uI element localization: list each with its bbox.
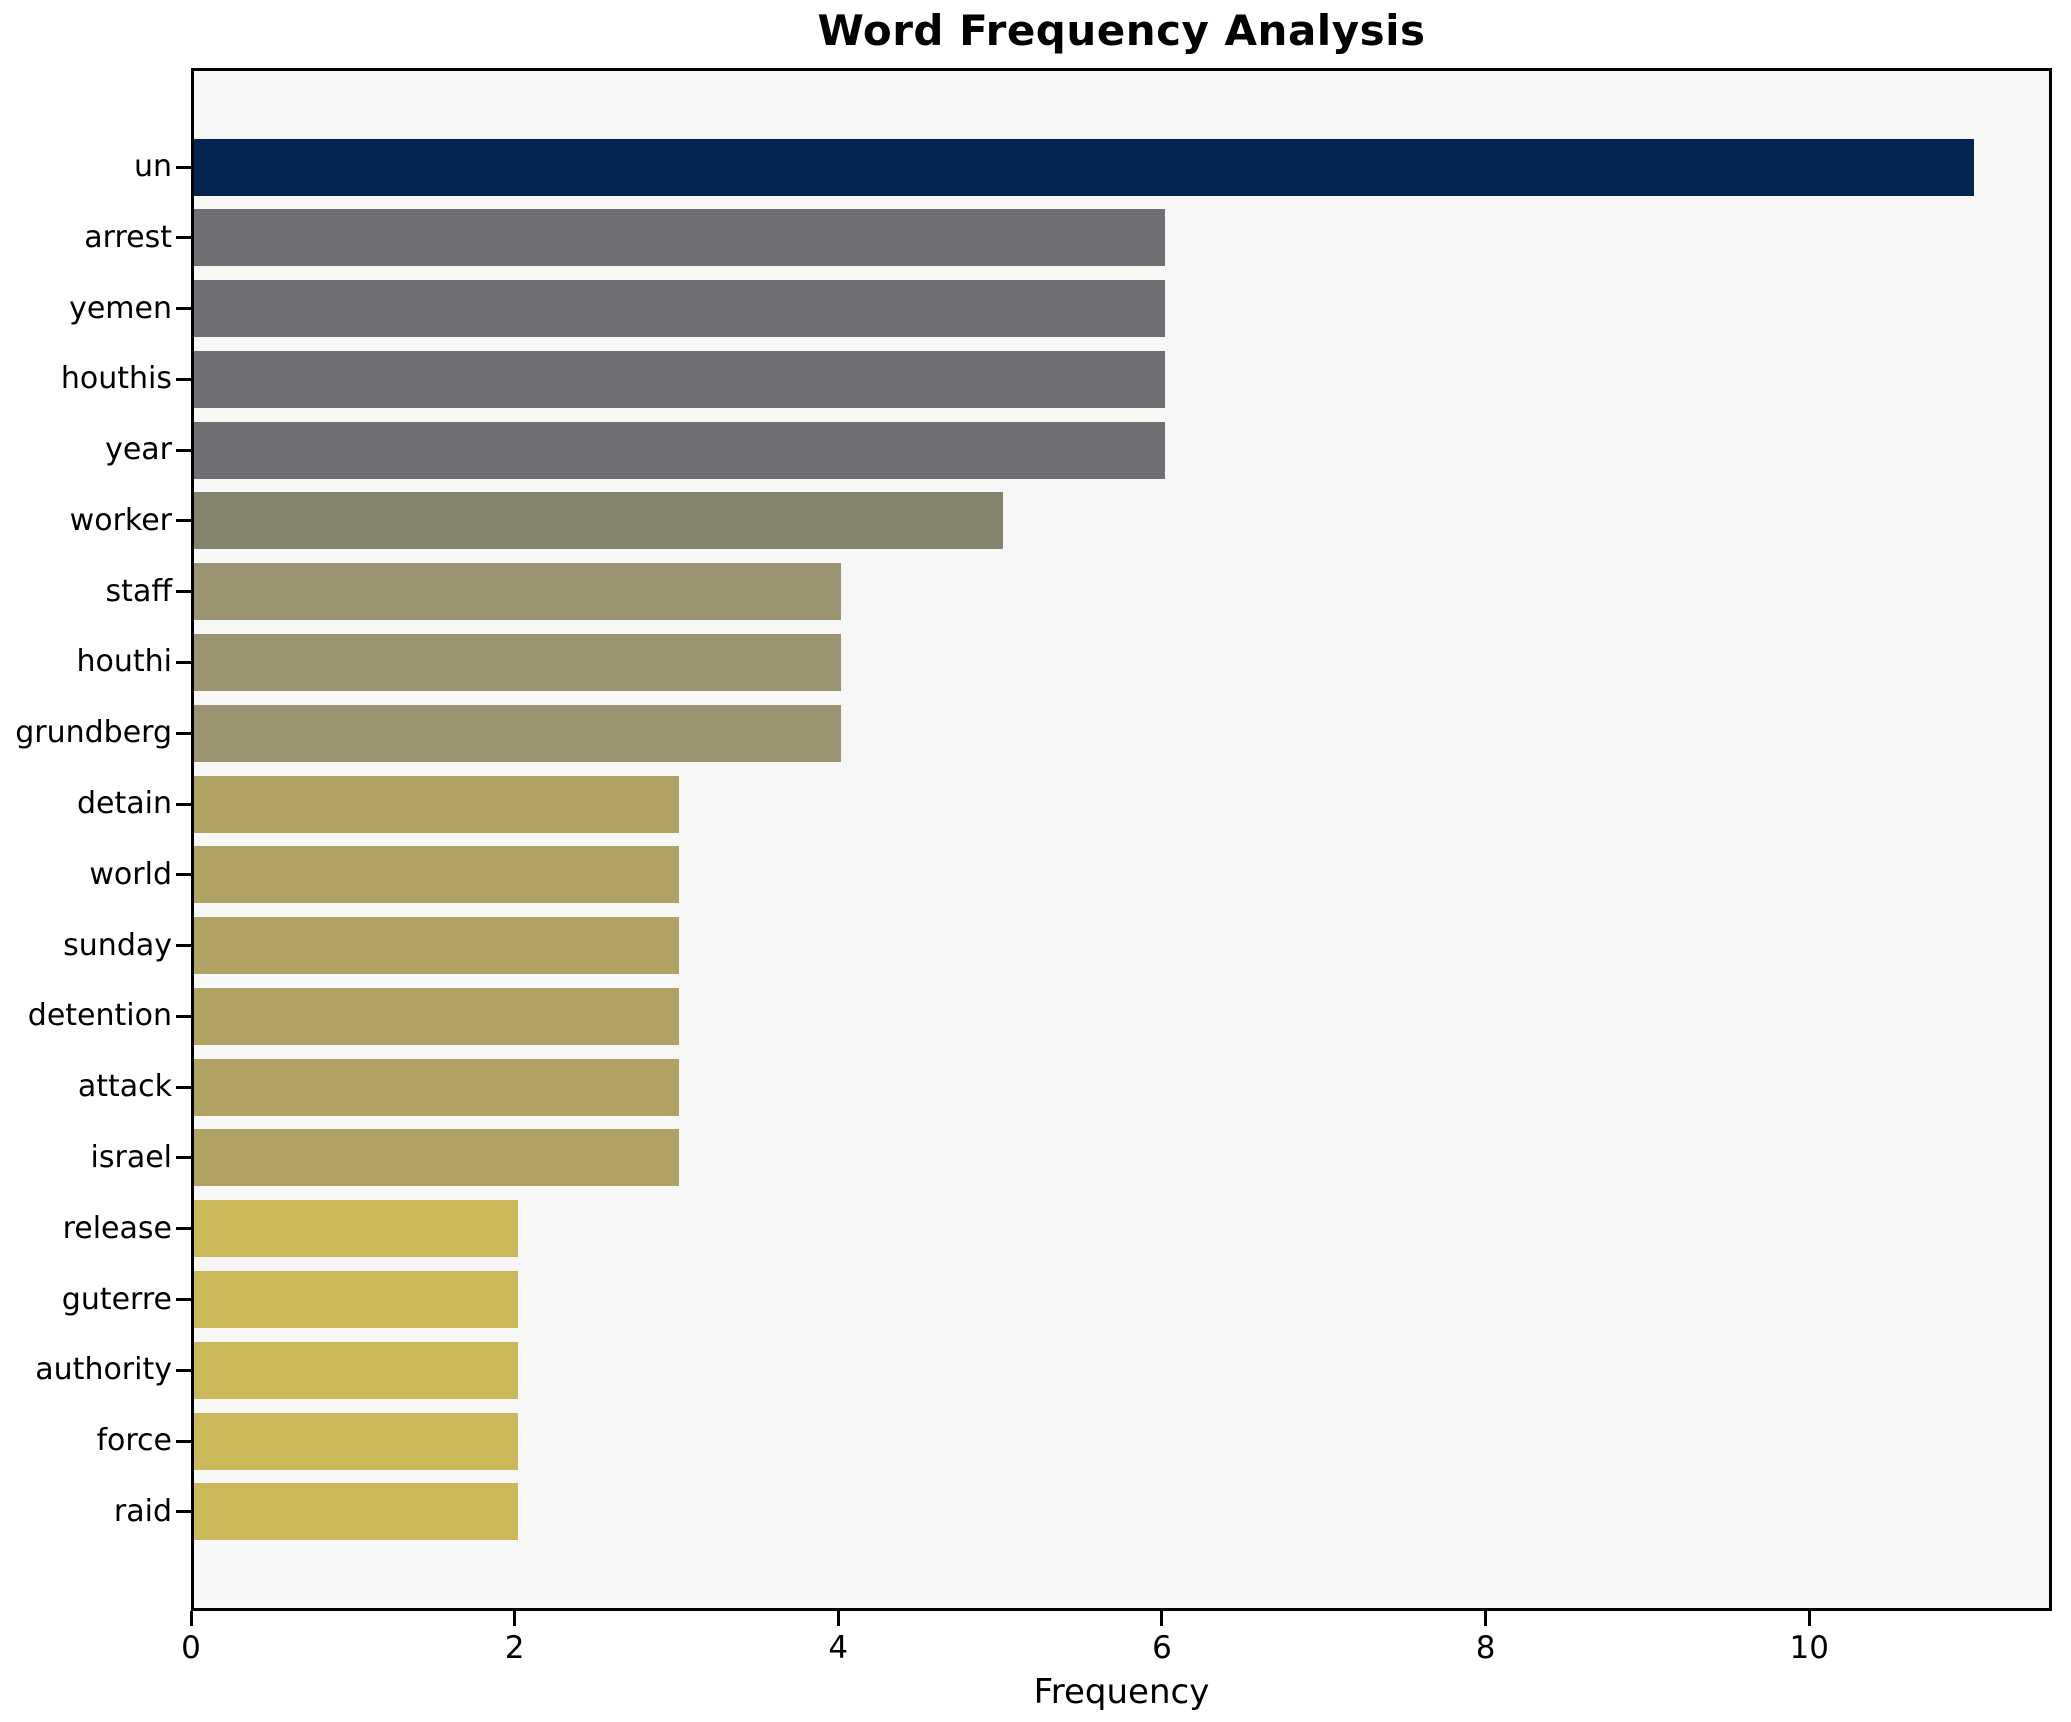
bar-release xyxy=(194,1200,518,1258)
y-tick-label-yemen: yemen xyxy=(69,290,172,326)
bar-israel xyxy=(194,1129,680,1187)
bar-raid xyxy=(194,1483,518,1541)
x-tick-mark-6 xyxy=(1160,1611,1164,1626)
chart-title: Word Frequency Analysis xyxy=(817,6,1426,55)
bar-houthi xyxy=(194,633,842,691)
x-tick-label-6: 6 xyxy=(1152,1630,1172,1666)
y-tick-mark-staff xyxy=(176,590,191,594)
bar-yemen xyxy=(194,280,1165,338)
y-tick-mark-houthis xyxy=(176,377,191,381)
x-tick-label-0: 0 xyxy=(181,1630,201,1666)
y-tick-label-israel: israel xyxy=(90,1139,172,1175)
bar-detain xyxy=(194,775,680,833)
y-tick-mark-grundberg xyxy=(176,731,191,735)
y-tick-label-detention: detention xyxy=(27,998,172,1034)
bar-sunday xyxy=(194,917,680,975)
y-tick-mark-authority xyxy=(176,1368,191,1372)
bar-staff xyxy=(194,563,842,621)
y-tick-mark-year xyxy=(176,448,191,452)
y-tick-label-authority: authority xyxy=(35,1352,172,1388)
bar-year xyxy=(194,421,1165,479)
x-tick-mark-8 xyxy=(1484,1611,1488,1626)
y-tick-mark-release xyxy=(176,1227,191,1231)
y-tick-mark-force xyxy=(176,1439,191,1443)
x-tick-mark-0 xyxy=(189,1611,193,1626)
y-tick-label-arrest: arrest xyxy=(84,219,172,255)
y-tick-label-un: un xyxy=(133,149,172,184)
x-tick-mark-4 xyxy=(836,1611,840,1626)
y-tick-label-houthis: houthis xyxy=(60,361,172,397)
bar-worker xyxy=(194,492,1004,550)
y-tick-mark-houthi xyxy=(176,660,191,664)
y-tick-mark-detention xyxy=(176,1014,191,1018)
y-tick-label-year: year xyxy=(105,432,172,468)
x-tick-label-10: 10 xyxy=(1789,1630,1829,1666)
x-tick-mark-10 xyxy=(1807,1611,1811,1626)
y-tick-mark-guterre xyxy=(176,1298,191,1302)
y-tick-mark-israel xyxy=(176,1156,191,1160)
y-tick-label-grundberg: grundberg xyxy=(15,715,172,751)
x-tick-label-8: 8 xyxy=(1475,1630,1496,1666)
y-tick-mark-worker xyxy=(176,519,191,523)
y-tick-label-guterre: guterre xyxy=(61,1281,172,1317)
x-tick-mark-2 xyxy=(513,1611,517,1626)
plot-area xyxy=(191,68,2052,1611)
y-tick-label-force: force xyxy=(96,1423,172,1459)
y-tick-mark-sunday xyxy=(176,944,191,948)
y-tick-mark-raid xyxy=(176,1510,191,1514)
y-tick-label-release: release xyxy=(62,1210,172,1246)
y-tick-label-attack: attack xyxy=(77,1069,172,1105)
y-tick-mark-un xyxy=(176,165,191,169)
x-tick-label-4: 4 xyxy=(828,1630,849,1666)
y-tick-mark-world xyxy=(176,873,191,877)
x-axis-label: Frequency xyxy=(1033,1672,1210,1712)
bar-authority xyxy=(194,1341,518,1399)
x-tick-label-2: 2 xyxy=(504,1630,525,1666)
y-tick-mark-yemen xyxy=(176,307,191,311)
bar-guterre xyxy=(194,1271,518,1329)
y-tick-label-staff: staff xyxy=(105,573,172,609)
y-tick-label-world: world xyxy=(89,856,172,892)
bar-houthis xyxy=(194,350,1165,408)
y-tick-label-raid: raid xyxy=(113,1493,172,1529)
bar-grundberg xyxy=(194,704,842,762)
bar-un xyxy=(194,138,1975,196)
bar-world xyxy=(194,846,680,904)
y-tick-mark-attack xyxy=(176,1085,191,1089)
bar-force xyxy=(194,1412,518,1470)
y-tick-mark-detain xyxy=(176,802,191,806)
bar-attack xyxy=(194,1058,680,1116)
y-tick-label-worker: worker xyxy=(69,502,172,538)
bar-arrest xyxy=(194,209,1165,267)
bar-detention xyxy=(194,987,680,1045)
y-tick-label-houthi: houthi xyxy=(76,644,173,680)
y-tick-label-sunday: sunday xyxy=(63,927,172,963)
y-tick-mark-arrest xyxy=(176,236,191,240)
y-tick-label-detain: detain xyxy=(77,786,172,822)
